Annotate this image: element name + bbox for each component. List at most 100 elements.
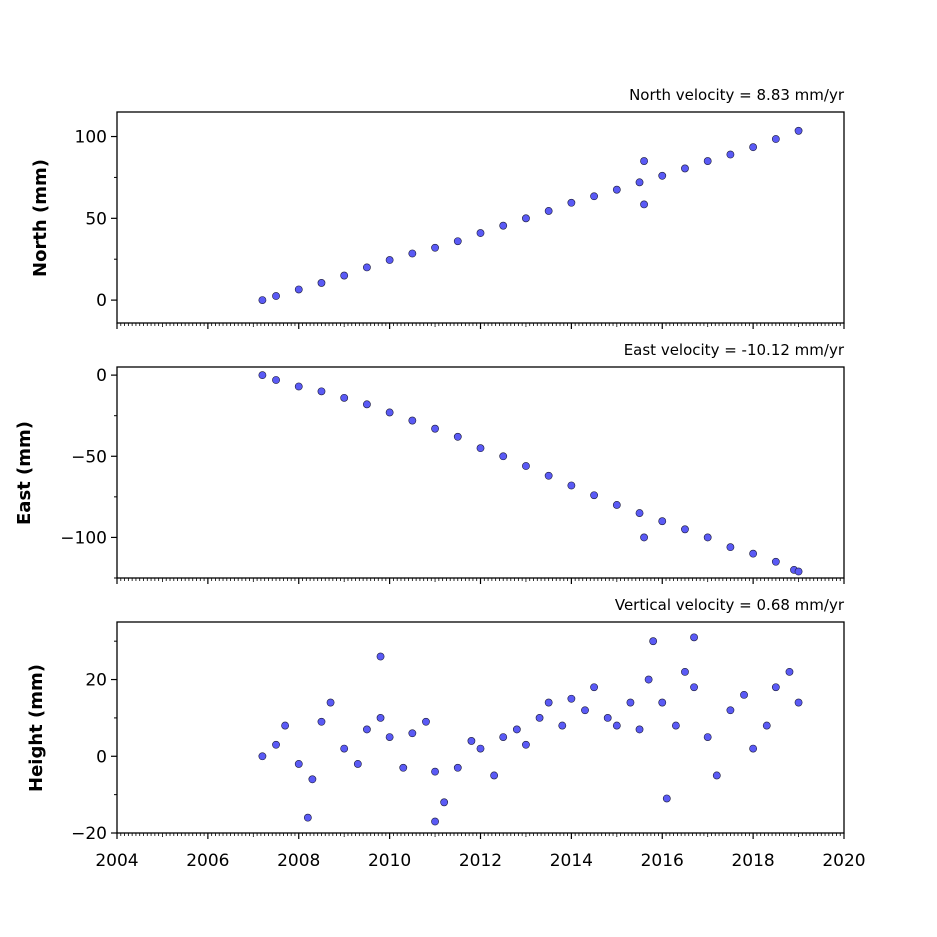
height-data-point: [603, 714, 612, 722]
height-data-point: [376, 652, 385, 661]
east-data-point: [499, 452, 508, 461]
height-x-tick-label: 2006: [186, 851, 229, 871]
height-data-point: [626, 698, 635, 707]
north-panel: North velocity = 8.83 mm/yr North (mm) 0…: [30, 86, 845, 329]
height-data-point: [662, 794, 671, 803]
north-data-point: [794, 126, 803, 135]
north-data-point: [258, 296, 267, 304]
height-data-points: [258, 633, 803, 826]
east-plot-frame: [116, 366, 845, 579]
north-data-point: [681, 164, 689, 173]
east-data-point: [726, 543, 735, 552]
height-data-point: [690, 633, 698, 642]
north-data-point: [726, 150, 735, 159]
height-y-axis-label: Height (mm): [26, 664, 47, 792]
height-data-point: [385, 733, 394, 741]
north-data-point: [567, 198, 576, 207]
north-y-tick-label: 50: [85, 209, 107, 229]
east-data-point: [363, 400, 371, 409]
north-data-point: [453, 237, 462, 246]
height-data-point: [703, 733, 712, 741]
east-data-point: [703, 533, 712, 542]
east-data-point: [258, 371, 267, 380]
height-data-point: [431, 767, 439, 776]
north-data-point: [640, 157, 648, 165]
height-panel: Vertical velocity = 0.68 mm/yr Height (m…: [26, 596, 866, 871]
north-data-point: [749, 143, 758, 152]
north-data-point: [522, 214, 530, 223]
height-data-point: [762, 721, 771, 730]
height-data-point: [353, 760, 362, 768]
north-data-point: [294, 285, 303, 294]
height-data-point: [376, 714, 385, 722]
east-data-point: [408, 416, 417, 425]
height-data-point: [567, 694, 576, 703]
east-data-point: [294, 382, 303, 391]
height-data-point: [681, 667, 689, 676]
north-data-point: [544, 207, 553, 215]
height-data-point: [303, 813, 312, 822]
north-data-point: [590, 192, 598, 201]
height-data-point: [794, 698, 803, 707]
north-data-point: [408, 249, 417, 258]
height-y-tick-label: 0: [96, 747, 107, 767]
east-data-point: [590, 491, 598, 500]
height-panel-title: Vertical velocity = 0.68 mm/yr: [615, 596, 845, 614]
height-data-point: [712, 771, 721, 780]
height-y-tick-label: −20: [71, 824, 107, 844]
height-axis-ticks: −20 0 20: [71, 640, 845, 844]
height-data-point: [431, 817, 439, 826]
height-data-point: [317, 717, 326, 726]
east-data-point: [385, 408, 394, 417]
east-y-tick-label: −50: [71, 447, 107, 467]
height-data-point: [294, 760, 303, 768]
north-data-point: [640, 200, 648, 209]
height-data-point: [399, 763, 408, 772]
north-y-tick-label: 100: [75, 128, 107, 148]
height-x-tick-label: 2014: [550, 851, 593, 871]
height-data-point: [258, 752, 267, 761]
height-data-point: [690, 683, 698, 692]
north-data-point: [771, 135, 780, 143]
east-data-point: [771, 557, 780, 566]
height-data-point: [363, 725, 371, 734]
east-panel: East velocity = -10.12 mm/yr East (mm) 0…: [14, 341, 845, 584]
east-data-point: [681, 525, 689, 534]
height-data-point: [490, 771, 499, 780]
east-data-point: [635, 509, 644, 517]
height-data-point: [635, 725, 644, 734]
height-data-point: [512, 725, 521, 734]
north-y-axis-label: North (mm): [30, 159, 51, 277]
height-data-point: [422, 717, 430, 726]
north-data-point: [431, 243, 439, 252]
east-data-point: [612, 501, 621, 509]
height-y-tick-label: 20: [85, 671, 107, 691]
height-data-point: [522, 740, 530, 749]
north-data-point: [476, 229, 485, 237]
north-data-point: [272, 292, 280, 300]
north-data-point: [658, 171, 667, 180]
height-data-point: [499, 733, 508, 741]
east-data-point: [544, 471, 553, 480]
height-x-tick-label: 2020: [822, 851, 865, 871]
height-data-point: [658, 698, 667, 707]
east-data-point: [794, 567, 803, 576]
east-data-point: [272, 376, 280, 384]
north-data-point: [612, 185, 621, 194]
height-data-point: [649, 637, 658, 646]
east-y-tick-label: −100: [60, 528, 107, 548]
height-plot-frame: [116, 621, 845, 834]
north-data-point: [703, 157, 712, 165]
east-y-axis-label: East (mm): [14, 421, 35, 525]
height-data-point: [581, 706, 589, 715]
height-data-point: [535, 714, 544, 722]
east-data-point: [340, 393, 349, 402]
east-data-point: [749, 549, 758, 558]
north-data-points: [258, 126, 803, 304]
height-data-point: [749, 744, 758, 753]
height-data-point: [408, 729, 417, 738]
north-data-point: [499, 221, 508, 230]
height-x-tick-labels: 2004 2006 2008 2010 2012 2014 2016 2018 2020: [95, 851, 865, 871]
